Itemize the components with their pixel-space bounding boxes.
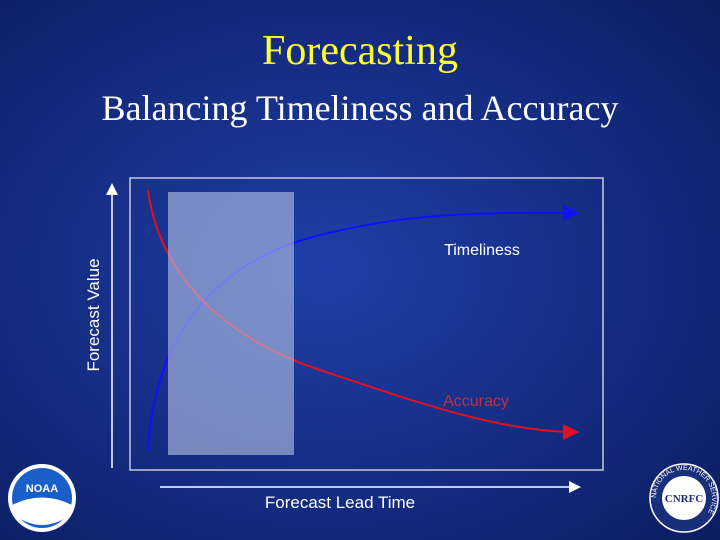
curve-label: Accuracy — [443, 393, 509, 410]
title: Forecasting — [262, 28, 458, 74]
noaa-logo: NOAA — [8, 464, 76, 532]
x-axis-label: Forecast Lead Time — [265, 493, 415, 512]
curve-label: Timeliness — [444, 242, 520, 259]
diagram-frame — [129, 177, 604, 471]
logo-text: CNRFC — [665, 493, 704, 505]
shaded-window — [168, 192, 294, 455]
nws-logo: NATIONAL WEATHER SERVICE CNRFC — [649, 463, 719, 533]
y-axis-label: Forecast Value — [84, 258, 103, 371]
logo-text: NOAA — [26, 483, 58, 495]
subtitle: Balancing Timeliness and Accuracy — [102, 88, 619, 128]
